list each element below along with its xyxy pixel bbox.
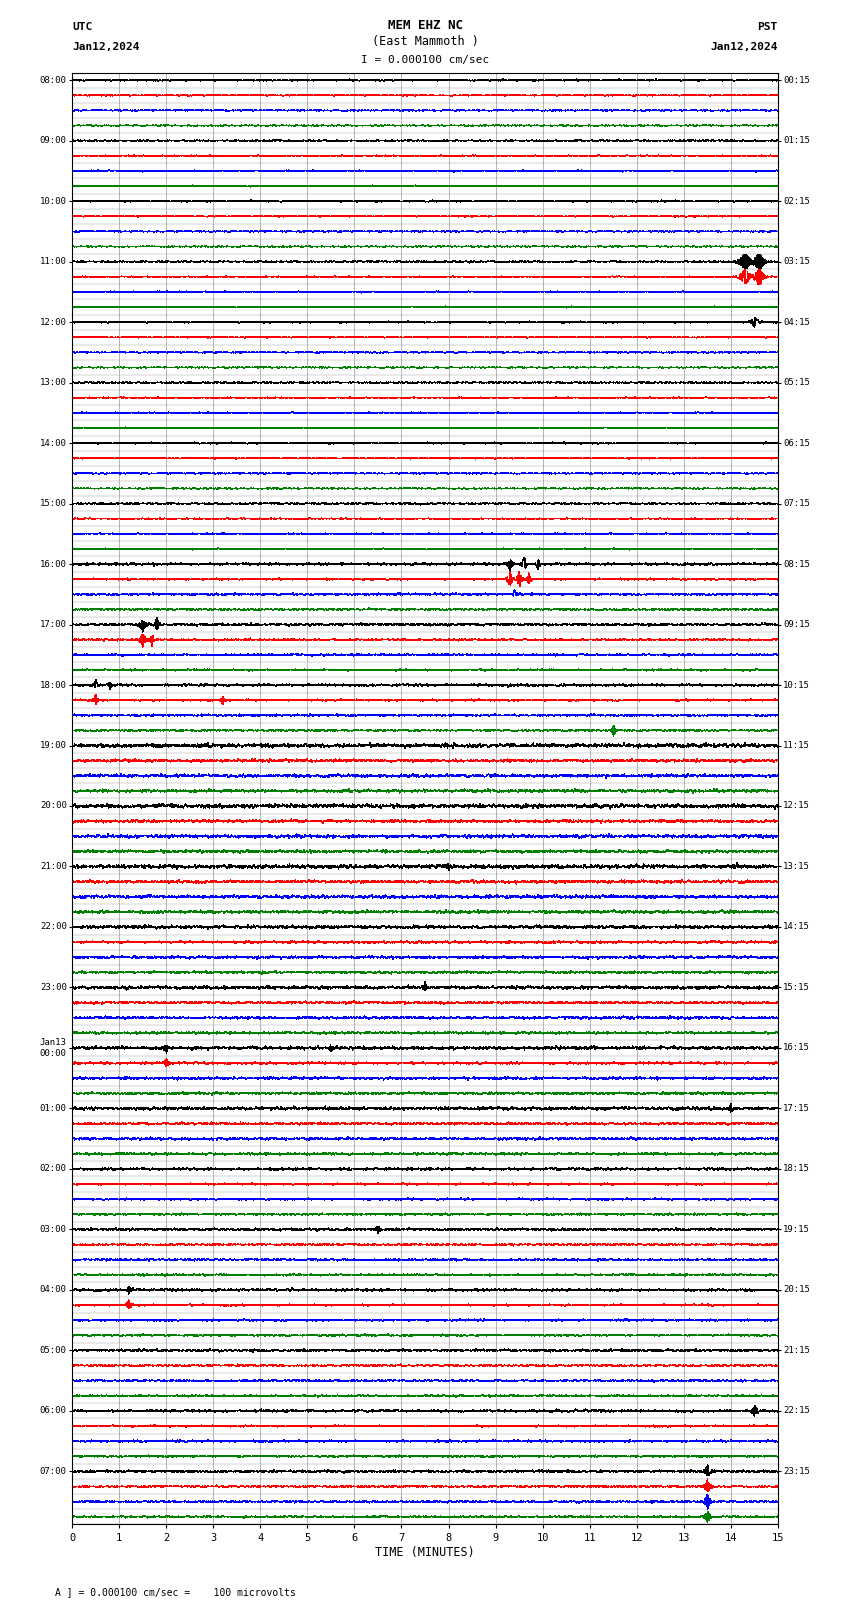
Text: I = 0.000100 cm/sec: I = 0.000100 cm/sec — [361, 55, 489, 65]
Text: UTC: UTC — [72, 23, 93, 32]
Text: A ] = 0.000100 cm/sec =    100 microvolts: A ] = 0.000100 cm/sec = 100 microvolts — [55, 1587, 296, 1597]
X-axis label: TIME (MINUTES): TIME (MINUTES) — [375, 1547, 475, 1560]
Text: PST: PST — [757, 23, 778, 32]
Text: Jan12,2024: Jan12,2024 — [711, 42, 778, 52]
Text: (East Mammoth ): (East Mammoth ) — [371, 35, 479, 48]
Text: MEM EHZ NC: MEM EHZ NC — [388, 19, 462, 32]
Text: Jan12,2024: Jan12,2024 — [72, 42, 139, 52]
